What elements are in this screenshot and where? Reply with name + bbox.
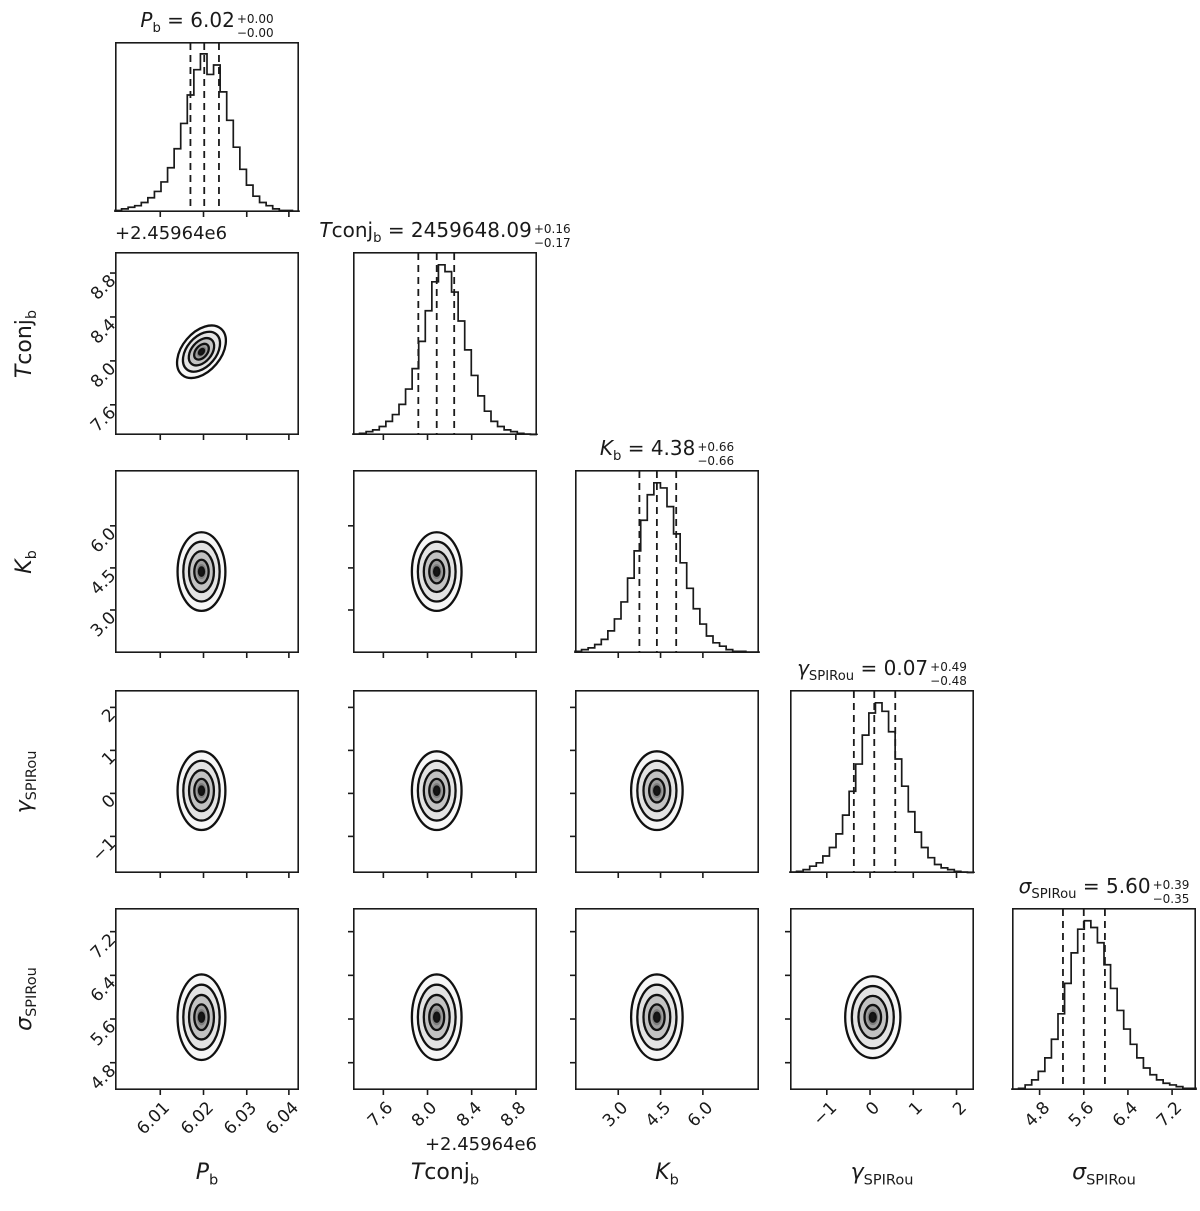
x-tick-label: 4.8 (1020, 1098, 1054, 1132)
panel-2d-Kb-vs-Tconjb (348, 470, 537, 658)
panel-2d-sigmaSPIRou-vs-Tconjb (348, 908, 537, 1095)
x-axis-label-Tconjb: Tconjb (410, 1160, 480, 1189)
histogram-steps (574, 481, 760, 653)
panel-hist-gammaSPIRou (789, 690, 975, 878)
x-tick-label: 8.4 (452, 1098, 486, 1132)
x-tick-label: 1 (905, 1098, 928, 1120)
panel-frame (115, 908, 299, 1090)
density-core (197, 566, 206, 577)
panel-frame (575, 470, 759, 653)
histogram-steps (114, 53, 300, 213)
title-Tconjb: Tconjb = 2459648.09 +0.16 −0.17 (319, 218, 571, 250)
x-tick-label: 6.02 (176, 1098, 218, 1139)
density-core (197, 347, 206, 356)
y-axis-label-text: Kb (11, 549, 41, 574)
x-tick-label: 6.03 (219, 1098, 261, 1139)
histogram-steps (789, 701, 975, 874)
density-core (653, 1011, 661, 1023)
panel-frame (353, 470, 537, 653)
panel-frame (353, 252, 537, 435)
x-axis-label-Pb: Pb (195, 1160, 219, 1189)
panel-2d-sigmaSPIRou-vs-gammaSPIRou (785, 908, 974, 1095)
panel-frame (353, 908, 537, 1090)
density-core (653, 785, 661, 796)
panel-frame (115, 42, 299, 212)
x-tick-label: 2 (948, 1098, 971, 1120)
y-axis-offset-label: +2.45964e6 (115, 223, 228, 244)
x-tick-label: −1 (809, 1098, 841, 1130)
x-axis-label-gammaSPIRou: γSPIRou (850, 1160, 914, 1189)
density-core (868, 1011, 877, 1023)
panel-2d-gammaSPIRou-vs-Kb (570, 690, 759, 878)
panel-frame (353, 690, 537, 873)
panel-frame (115, 690, 299, 873)
panel-frame (115, 252, 299, 435)
x-axis-offset-label: +2.45964e6 (424, 1134, 537, 1155)
x-tick-label: 5.6 (1064, 1098, 1098, 1132)
y-axis-label-text: γSPIRou (11, 750, 41, 813)
title-Pb: Pb = 6.02 +0.00 −0.00 (140, 8, 274, 40)
histogram-steps (352, 263, 538, 436)
panel-hist-Kb (574, 470, 760, 658)
panel-frame (575, 690, 759, 873)
title-gammaSPIRou: γSPIRou = 0.07 +0.49 −0.48 (797, 656, 967, 688)
x-tick-label: 6.04 (262, 1098, 304, 1139)
x-tick-label: 6.0 (683, 1098, 718, 1132)
panel-frame (115, 470, 299, 653)
x-axis-label-Kb: Kb (655, 1160, 679, 1189)
panel-2d-Kb-vs-Pb (110, 470, 299, 658)
panel-2d-sigmaSPIRou-vs-Kb (570, 908, 759, 1095)
x-tick-label: 8.8 (496, 1098, 530, 1132)
panel-frame (790, 908, 974, 1090)
title-sigmaSPIRou: σSPIRou = 5.60 +0.39 −0.35 (1018, 874, 1190, 906)
x-tick-label: 7.2 (1152, 1098, 1187, 1132)
panel-2d-gammaSPIRou-vs-Pb (110, 690, 299, 878)
density-core (432, 785, 441, 796)
panel-2d-gammaSPIRou-vs-Tconjb (348, 690, 537, 878)
density-core (432, 566, 441, 577)
x-tick-label: 8.0 (408, 1098, 442, 1132)
panel-frame (1012, 908, 1196, 1090)
histogram-steps (1011, 919, 1197, 1090)
density-core (432, 1011, 441, 1023)
panel-2d-Tconjb-vs-Pb (110, 252, 299, 440)
x-tick-label: 6.01 (133, 1098, 175, 1139)
x-tick-label: 0 (862, 1098, 885, 1120)
panel-hist-Tconjb (352, 252, 538, 440)
density-core (197, 785, 206, 796)
panel-frame (790, 690, 974, 873)
density-core (197, 1011, 206, 1023)
panel-hist-Pb (114, 42, 300, 217)
y-axis-label-text: σSPIRou (11, 967, 41, 1031)
x-tick-label: 3.0 (599, 1098, 633, 1132)
y-axis-label-text: Tconjb (11, 309, 41, 378)
title-Kb: Kb = 4.38 +0.66 −0.66 (599, 436, 735, 468)
panel-2d-sigmaSPIRou-vs-Pb (110, 908, 299, 1095)
panel-frame (575, 908, 759, 1090)
x-tick-label: 4.5 (641, 1098, 675, 1132)
panel-hist-sigmaSPIRou (1011, 908, 1197, 1095)
x-tick-label: 6.4 (1108, 1098, 1143, 1132)
x-tick-label: 7.6 (364, 1098, 398, 1132)
x-axis-label-sigmaSPIRou: σSPIRou (1072, 1160, 1136, 1189)
